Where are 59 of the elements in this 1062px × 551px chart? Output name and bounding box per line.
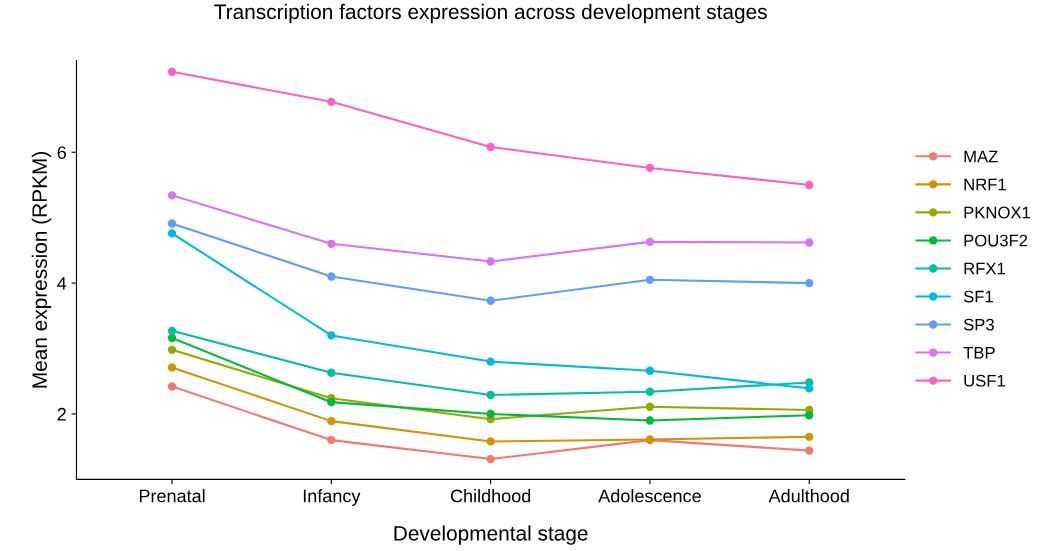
legend-label: SP3 (963, 318, 994, 331)
x-tick-label: Childhood (450, 489, 531, 503)
point (167, 191, 177, 200)
legend-label: USF1 (964, 374, 1005, 387)
point (327, 239, 336, 248)
point (327, 368, 336, 377)
y-tick-label: 6 (57, 146, 66, 159)
point (486, 454, 495, 464)
point (645, 416, 655, 425)
x-axis-title: Developmental stage (394, 525, 588, 545)
point (645, 387, 655, 396)
point (486, 357, 495, 366)
point (327, 397, 336, 407)
point (167, 67, 177, 76)
x-tick-label: Prenatal (139, 489, 205, 503)
point (645, 237, 655, 247)
point (805, 238, 814, 247)
point (805, 180, 814, 190)
point (645, 275, 655, 284)
point (645, 163, 655, 173)
point (805, 278, 814, 288)
y-tick-label: 4 (57, 277, 67, 290)
x-tick-label: Adolescence (598, 489, 701, 503)
x-tick-label: Adulthood (768, 489, 849, 503)
point (167, 333, 177, 343)
point (805, 446, 814, 455)
point (327, 97, 336, 106)
point (805, 384, 814, 393)
point (167, 363, 177, 372)
y-axis-title: Mean expression (RPKM) (31, 152, 52, 388)
legend-label: TBP (963, 346, 995, 359)
point (645, 402, 655, 411)
point (486, 142, 495, 152)
point (486, 437, 495, 446)
point (167, 229, 177, 238)
point (167, 326, 177, 336)
point (486, 409, 495, 419)
legend-label: NRF1 (964, 178, 1006, 191)
point (327, 435, 336, 445)
point (486, 257, 495, 266)
point (167, 345, 177, 354)
point (486, 390, 495, 400)
point (167, 382, 177, 391)
x-tick-label: Infancy (303, 489, 361, 506)
point (167, 219, 177, 228)
point (486, 296, 495, 305)
legend-label: POU3F2 (964, 234, 1028, 247)
point (327, 416, 336, 426)
legend-label: MAZ (964, 150, 998, 163)
y-tick-label: 2 (57, 407, 66, 421)
point (327, 331, 336, 340)
legend-label: RFX1 (964, 262, 1005, 275)
point (805, 432, 814, 442)
legend-label: SF1 (963, 290, 993, 303)
legend-label: PKNOX1 (964, 206, 1030, 219)
point (645, 366, 655, 375)
point (327, 272, 336, 281)
point (805, 411, 814, 420)
chart-title: Transcription factors expression across development stages (214, 3, 767, 24)
